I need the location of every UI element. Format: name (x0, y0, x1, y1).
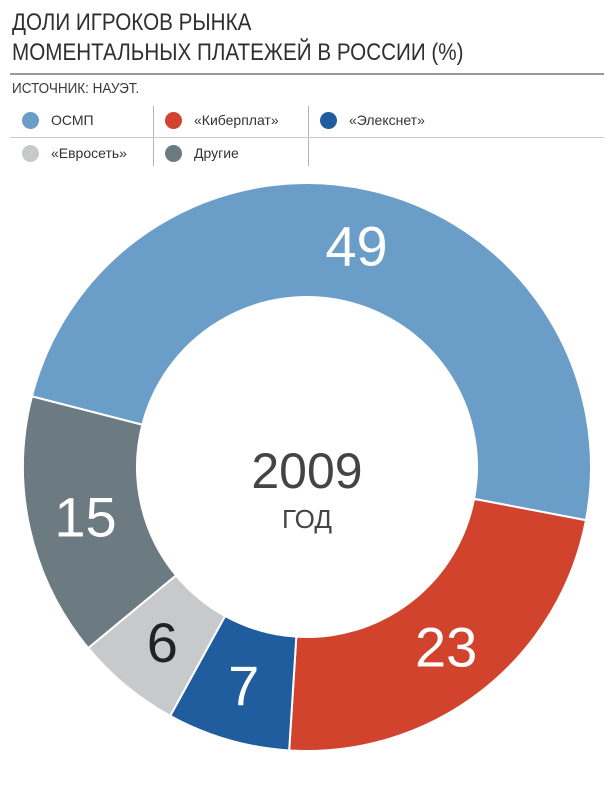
legend-item-eleksnet: «Элекснет» (320, 108, 425, 132)
value-label-0: 49 (325, 214, 387, 277)
value-label-3: 6 (147, 611, 178, 674)
value-label-4: 15 (54, 486, 116, 549)
center-unit: ГОД (282, 504, 332, 534)
legend-swatch (165, 144, 182, 162)
title-line-1: ДОЛИ ИГРОКОВ РЫНКА (12, 9, 252, 36)
legend-label: Другие (194, 145, 239, 161)
legend-swatch (165, 111, 182, 129)
legend-divider (10, 137, 604, 138)
title-divider (10, 73, 604, 75)
slice-4 (22, 395, 178, 650)
legend-item-osmp: ОСМП (22, 108, 94, 132)
legend-label: ОСМП (51, 112, 94, 128)
legend-label: «Элекснет» (349, 112, 425, 128)
value-labels: 49 23 76 15 (54, 214, 477, 717)
source-note: ИСТОЧНИК: НАУЭТ. (12, 80, 140, 97)
legend-swatch (320, 111, 337, 129)
donut-slices (22, 181, 592, 752)
center-year: 2009 (251, 443, 362, 499)
slice-1 (288, 497, 588, 752)
legend-item-kiberplat: «Киберплат» (165, 108, 279, 132)
legend-item-evroset: «Евросеть» (22, 141, 127, 165)
legend-swatch (22, 111, 39, 129)
slice-0 (30, 181, 592, 522)
legend: ОСМП «Киберплат» «Элекснет» «Евросеть» Д… (10, 104, 604, 168)
legend-label: «Киберплат» (194, 112, 279, 128)
chart-title: ДОЛИ ИГРОКОВ РЫНКА МОМЕНТАЛЬНЫХ ПЛАТЕЖЕЙ… (12, 8, 494, 68)
legend-divider (308, 106, 309, 166)
legend-swatch (22, 144, 39, 162)
title-line-2: МОМЕНТАЛЬНЫХ ПЛАТЕЖЕЙ В РОССИИ (%) (12, 39, 464, 66)
value-label-1: 23 (415, 615, 477, 678)
donut-chart: 49 23 76 15 2009 ГОД (22, 181, 592, 752)
value-label-2: 7 (228, 654, 259, 717)
legend-item-drugie: Другие (165, 141, 239, 165)
legend-divider (153, 106, 154, 166)
legend-label: «Евросеть» (51, 145, 127, 161)
